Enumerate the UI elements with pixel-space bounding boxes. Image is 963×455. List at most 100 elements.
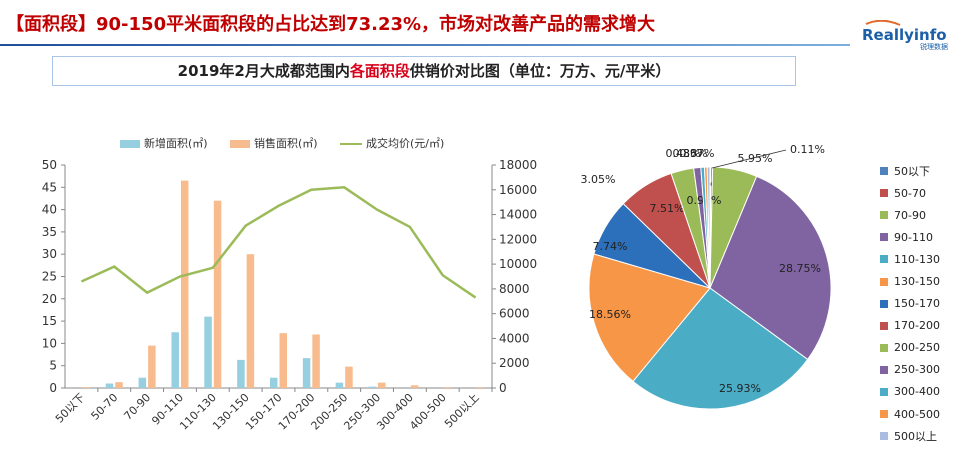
header-divider xyxy=(0,44,850,46)
legend-sold-label: 销售面积(㎡) xyxy=(254,137,318,150)
pie-legend-label: 130-150 xyxy=(894,275,940,289)
bar-sold-area xyxy=(312,334,320,388)
pie-legend-item: 110-130 xyxy=(880,248,940,270)
headline: 【面积段】90-150平米面积段的占比达到73.23%，市场对改善产品的需求增大 xyxy=(6,14,656,35)
bar-new-area xyxy=(138,377,147,388)
title-part-2: 供销价对比图（单位：万方、元/平米） xyxy=(409,62,671,80)
bar-sold-area xyxy=(345,366,353,388)
pie-slice-label: 0.11% xyxy=(790,143,825,156)
bar-sold-area xyxy=(443,387,452,388)
y-right-tick-label: 16000 xyxy=(499,183,537,197)
pie-legend-item: 170-200 xyxy=(880,315,940,337)
pie-slice-label: 0.48% xyxy=(666,147,701,160)
pie-legend-item: 90-110 xyxy=(880,226,940,248)
pie-slice-label: 25.93% xyxy=(719,382,761,395)
pie-legend-swatch xyxy=(880,321,888,330)
pie-legend-swatch xyxy=(880,343,888,352)
bar-sold-area xyxy=(82,387,90,388)
y-left-tick-label: 45 xyxy=(42,180,57,194)
pie-slice xyxy=(709,175,832,361)
pie-legend-label: 400-500 xyxy=(894,407,940,421)
pie-slice-label: 5.95% xyxy=(738,152,773,165)
pie-slice-label: 7.51% xyxy=(650,202,685,215)
legend-sold-area: 销售面积(㎡) xyxy=(230,135,318,151)
y-left-tick-label: 35 xyxy=(42,225,57,239)
y-left-tick-label: 25 xyxy=(42,270,57,284)
pie-legend-item: 50以下 xyxy=(880,160,940,182)
pie-legend-item: 70-90 xyxy=(880,204,940,226)
y-right-tick-label: 2000 xyxy=(499,356,530,370)
pie-legend-item: 400-500 xyxy=(880,403,940,425)
pie-legend-item: 130-150 xyxy=(880,270,940,292)
y-left-tick-label: 30 xyxy=(42,247,57,261)
pie-legend-item: 200-250 xyxy=(880,337,940,359)
pie-legend-swatch xyxy=(880,189,888,198)
bar-sold-area xyxy=(476,387,485,388)
pie-legend-label: 200-250 xyxy=(894,341,940,355)
pie-slice xyxy=(588,253,711,383)
bar-sold-area xyxy=(148,345,156,388)
pie-legend-label: 50-70 xyxy=(894,186,926,200)
price-line xyxy=(80,186,477,299)
y-right-tick-label: 18000 xyxy=(499,158,537,172)
y-right-tick-label: 4000 xyxy=(499,331,530,345)
bar-new-area xyxy=(368,386,377,388)
pie-legend-item: 50-70 xyxy=(880,182,940,204)
bar-sold-area xyxy=(115,382,123,388)
y-left-tick-label: 40 xyxy=(42,203,57,217)
pie-legend-label: 70-90 xyxy=(894,208,926,222)
bar-new-area xyxy=(171,332,179,388)
pie-legend-swatch xyxy=(880,365,888,374)
legend-price-swatch xyxy=(340,143,362,145)
pie-legend-swatch xyxy=(880,167,888,176)
pie-slice-label: 18.56% xyxy=(589,308,631,321)
pie-legend-swatch xyxy=(880,277,888,286)
pie-legend: 50以下 50-70 70-90 90-110 110-130 130-150 150-17… xyxy=(880,160,940,447)
pie-slice xyxy=(632,287,809,410)
logo-name: Reallyinfo xyxy=(862,26,947,44)
y-left-tick-label: 10 xyxy=(42,336,57,350)
bar-sold-area xyxy=(410,385,419,388)
pie-legend-swatch xyxy=(880,432,888,441)
y-left-tick-label: 5 xyxy=(49,359,57,373)
y-right-tick-label: 12000 xyxy=(499,232,537,246)
legend-new-swatch xyxy=(120,140,140,148)
pie-legend-swatch xyxy=(880,211,888,220)
logo-subtitle: 锐理数据 xyxy=(920,42,948,51)
y-left-tick-label: 15 xyxy=(42,314,57,328)
y-right-tick-label: 14000 xyxy=(499,208,537,222)
bar-new-area xyxy=(302,358,311,388)
legend-new-area: 新增面积(㎡) xyxy=(120,135,208,151)
bar-new-area xyxy=(204,316,212,388)
pie-legend-label: 150-170 xyxy=(894,297,940,311)
pie-legend-label: 170-200 xyxy=(894,319,940,333)
pie-slice-label: 3.05% xyxy=(581,173,616,186)
pie-legend-item: 500以上 xyxy=(880,425,940,447)
title-part-1: 2019年2月大成都范围内 xyxy=(177,62,350,80)
bar-sold-area xyxy=(378,382,386,388)
y-right-tick-label: 6000 xyxy=(499,307,530,321)
chart-title: 2019年2月大成都范围内各面积段供销价对比图（单位：万方、元/平米） xyxy=(52,56,796,86)
pie-legend-label: 250-300 xyxy=(894,363,940,377)
pie-legend-label: 110-130 xyxy=(894,252,940,266)
title-highlight: 各面积段 xyxy=(349,62,410,80)
y-right-tick-label: 0 xyxy=(499,381,507,395)
y-left-tick-label: 50 xyxy=(42,158,57,172)
pie-leader-line xyxy=(711,149,787,169)
pie-legend-swatch xyxy=(880,410,888,419)
pie-legend-label: 500以上 xyxy=(894,430,937,444)
pie-legend-item: 150-170 xyxy=(880,293,940,315)
bar-new-area xyxy=(335,382,344,388)
pie-legend-item: 250-300 xyxy=(880,359,940,381)
pie-legend-label: 50以下 xyxy=(894,165,930,179)
pie-legend-swatch xyxy=(880,233,888,242)
pie-slice xyxy=(706,166,711,289)
legend-price: 成交均价(元/㎡) xyxy=(340,135,444,151)
pie-legend-swatch xyxy=(880,387,888,396)
pie-slice-label: 28.75% xyxy=(779,262,821,275)
bar-sold-area xyxy=(279,333,287,388)
bar-new-area xyxy=(237,359,245,388)
y-right-tick-label: 10000 xyxy=(499,257,537,271)
